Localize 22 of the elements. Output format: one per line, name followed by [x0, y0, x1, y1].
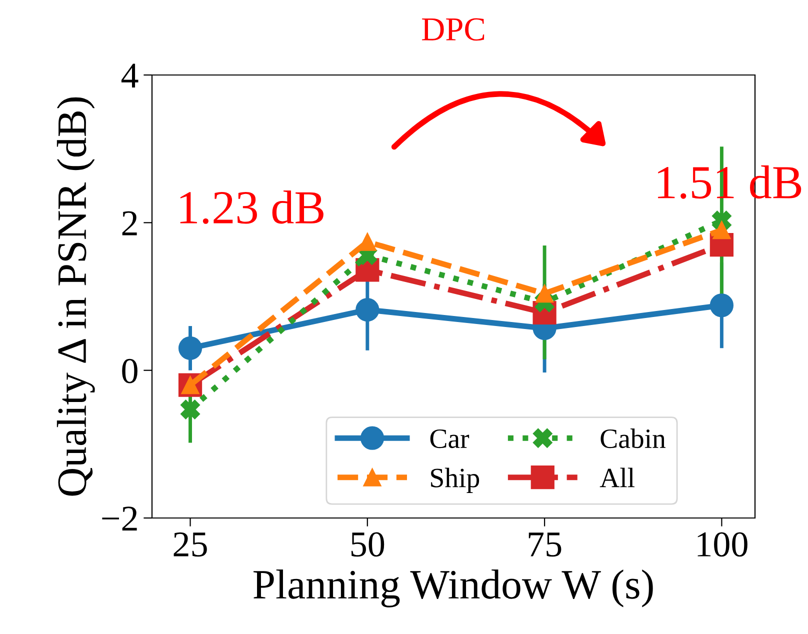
point: [180, 400, 200, 420]
legend-label: All: [600, 468, 635, 488]
point: [712, 221, 731, 240]
y-tick-label: 2: [122, 211, 137, 236]
x-tick-label: 100: [698, 532, 748, 557]
legend-label: Car: [430, 429, 470, 448]
point: [356, 298, 380, 322]
point: [536, 284, 554, 303]
point: [178, 336, 202, 360]
y-tick-label: 0: [122, 358, 138, 384]
x-axis-title: Planning Window W (s): [254, 570, 653, 608]
x-tick-label: 75: [528, 532, 562, 557]
legend-label: Ship: [431, 468, 480, 493]
y-tick-label: 4: [121, 64, 138, 88]
legend-label: Cabin: [600, 428, 666, 448]
x-tick-label: 50: [351, 532, 384, 557]
point: [710, 294, 734, 318]
y-axis-title: Quality Δ in PSNR (dB): [56, 97, 95, 496]
chart-title: DPC: [422, 18, 484, 41]
y-tick-label: −2: [102, 506, 137, 531]
x-tick-label: 25: [174, 532, 207, 557]
annotation: 1.23 dB: [180, 190, 324, 224]
